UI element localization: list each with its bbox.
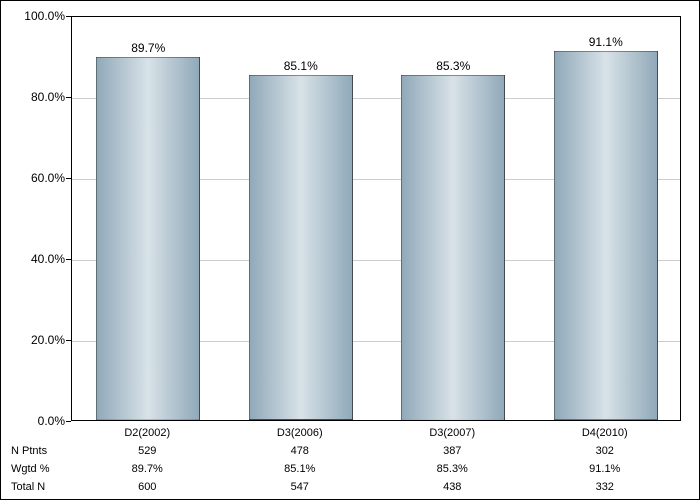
table-row: N Ptnts529478387302	[71, 445, 681, 465]
table-cell: 387	[443, 445, 461, 457]
plot-area: 89.7% 85.1% 85.3% 91.1%	[71, 16, 681, 421]
table-cell: D3(2007)	[429, 427, 475, 439]
table-row-label: Wgtd %	[11, 463, 66, 475]
table-cell: 529	[138, 445, 156, 457]
y-tick-label: 20.0%	[31, 333, 65, 347]
table-cell: 302	[596, 445, 614, 457]
bar	[249, 75, 353, 420]
bar-value-label: 85.1%	[284, 59, 318, 73]
table-cell: 547	[291, 481, 309, 493]
table-cell: 600	[138, 481, 156, 493]
bar	[554, 51, 658, 420]
table-row: Wgtd %89.7%85.1%85.3%91.1%	[71, 463, 681, 483]
bar	[401, 75, 505, 420]
table-cell: 85.3%	[437, 463, 468, 475]
y-tick-label: 0.0%	[38, 414, 65, 428]
table-cell: D2(2002)	[124, 427, 170, 439]
bar-value-label: 85.3%	[436, 59, 470, 73]
y-tick-label: 40.0%	[31, 252, 65, 266]
y-tick-label: 100.0%	[24, 9, 65, 23]
table-cell: 85.1%	[284, 463, 315, 475]
bar-value-label: 89.7%	[131, 41, 165, 55]
table-cell: D4(2010)	[582, 427, 628, 439]
bars-layer: 89.7% 85.1% 85.3% 91.1%	[72, 17, 680, 420]
table-cell: 91.1%	[589, 463, 620, 475]
bar	[96, 57, 200, 420]
y-tick-label: 60.0%	[31, 171, 65, 185]
table-cell: 438	[443, 481, 461, 493]
table-row: D2(2002) D3(2006) D3(2007) D4(2010)	[71, 427, 681, 447]
table-row: Total N600547438332	[71, 481, 681, 501]
table-cell: 332	[596, 481, 614, 493]
table-row-label: Total N	[11, 481, 66, 493]
y-tick-mark	[66, 421, 71, 422]
y-tick-label: 80.0%	[31, 90, 65, 104]
table-row-label: N Ptnts	[11, 445, 66, 457]
chart-container: 0.0% 20.0% 40.0% 60.0% 80.0% 100.0% 89.7% 85.1…	[0, 0, 700, 500]
table-cell: 478	[291, 445, 309, 457]
table-cell: D3(2006)	[277, 427, 323, 439]
table-cell: 89.7%	[132, 463, 163, 475]
bar-value-label: 91.1%	[589, 35, 623, 49]
